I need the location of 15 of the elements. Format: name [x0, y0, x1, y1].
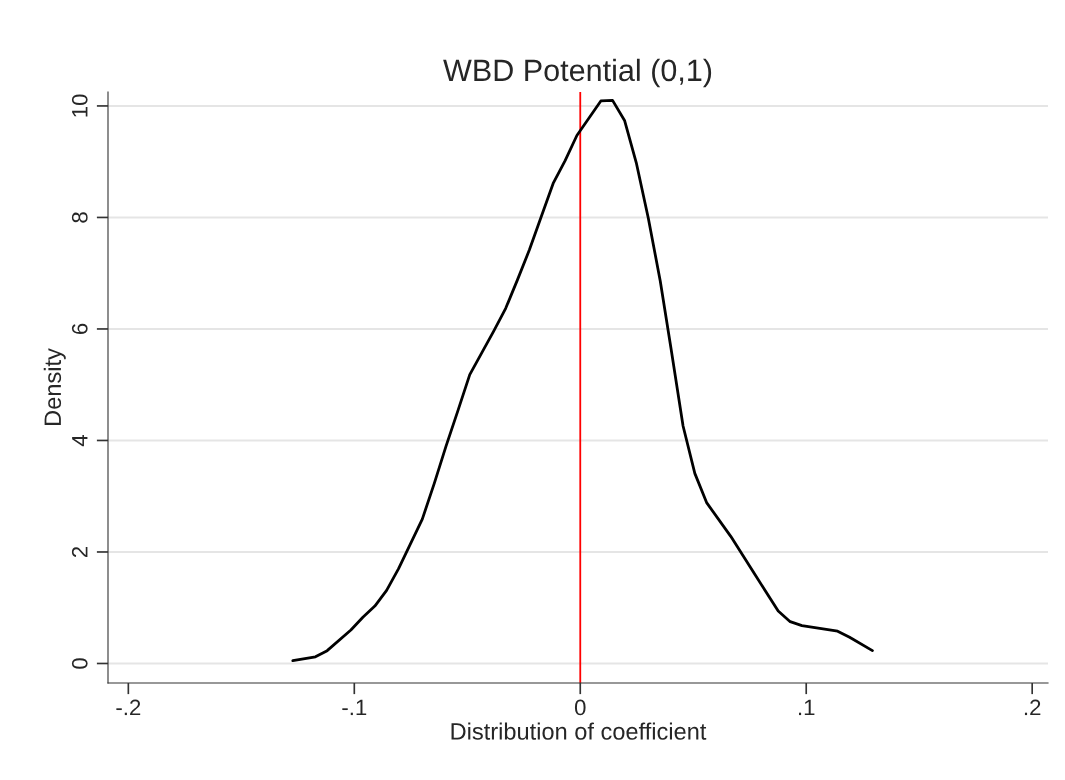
x-tick-label: .1 [798, 699, 815, 716]
x-tick-label: 0 [574, 699, 586, 716]
y-tick-label: 0 [71, 658, 88, 669]
y-tick-label: 10 [71, 94, 88, 117]
x-axis-title: Distribution of coefficient [451, 722, 707, 740]
y-axis-title: Density [43, 348, 66, 425]
y-tick-label: 4 [72, 434, 88, 447]
x-tick-label: .2 [1024, 699, 1041, 716]
x-tick-label: -.1 [342, 699, 367, 716]
chart-title: WBD Potential (0,1) [443, 58, 712, 88]
y-tick-label: 8 [71, 212, 88, 223]
y-tick-label: 6 [71, 323, 88, 335]
line-series [291, 98, 874, 663]
y-tick-label: 2 [71, 546, 88, 558]
x-tick-label: -.2 [116, 699, 141, 716]
